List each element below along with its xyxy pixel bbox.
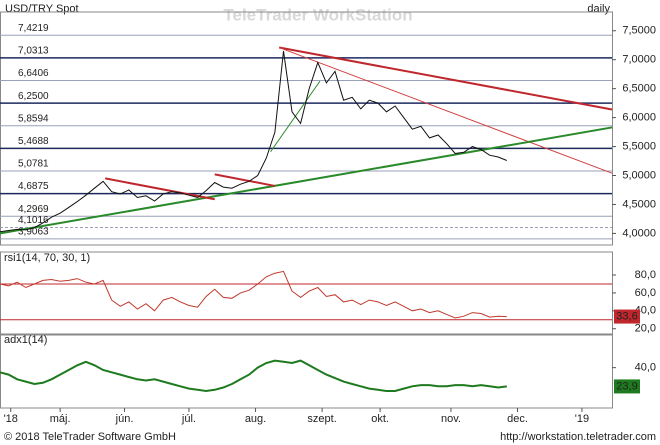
x-tick-label: júl.: [181, 413, 196, 425]
level-label: 5,8594: [18, 113, 49, 124]
x-tick-label: okt.: [371, 413, 389, 425]
y-tick-label: 7,0000: [622, 54, 656, 66]
level-label: 4,6875: [18, 181, 49, 192]
series-line: [0, 359, 507, 393]
y-tick-label: 5,0000: [622, 169, 656, 181]
copyright: © 2018 TeleTrader Software GmbH: [4, 431, 176, 443]
last-value-box: [614, 309, 640, 324]
y-tick-label: 7,5000: [622, 25, 656, 37]
last-value-label: 33,6: [616, 310, 637, 322]
y-tick-label: 4,0000: [622, 227, 656, 239]
level-label: 5,0781: [18, 159, 49, 170]
chart-title: USD/TRY Spot: [5, 3, 79, 15]
series-line: [0, 50, 507, 233]
trendline: [278, 47, 613, 174]
panel-frame: [0, 333, 613, 409]
level-label: 4,2969: [18, 204, 49, 215]
trendline: [214, 173, 276, 187]
y-tick-label: 60,0: [635, 287, 656, 299]
panel-frame: [0, 11, 613, 246]
x-tick-label: szept.: [307, 413, 336, 425]
y-tick-label: 5,5000: [622, 140, 656, 152]
x-tick-label: dec.: [507, 413, 528, 425]
y-tick-label: 20,0: [635, 323, 656, 335]
trendline: [0, 126, 613, 235]
y-tick-label: 4,5000: [622, 198, 656, 210]
level-label: 7,0313: [18, 46, 49, 57]
indicator-title: adx1(14): [4, 334, 47, 346]
x-tick-label: '18: [4, 413, 18, 425]
x-tick-label: jún.: [115, 413, 134, 425]
y-tick-label: 80,0: [635, 269, 656, 281]
x-tick-label: máj.: [50, 413, 71, 425]
last-value-box: [614, 379, 640, 394]
level-label: 6,6406: [18, 68, 49, 79]
timeframe: daily: [587, 3, 610, 15]
series-line: [0, 270, 507, 319]
level-label: 3,9063: [18, 226, 49, 237]
level-label: 6,2500: [18, 91, 49, 102]
x-tick-label: '19: [575, 413, 589, 425]
trendline: [105, 177, 215, 201]
url: http://workstation.teletrader.com: [500, 431, 656, 443]
trendline: [278, 46, 613, 111]
level-label: 5,4688: [18, 136, 49, 147]
level-label: 4,1016: [18, 215, 49, 226]
last-value-label: 23,9: [616, 380, 637, 392]
y-tick-label: 6,0000: [622, 112, 656, 124]
x-tick-label: nov.: [441, 413, 461, 425]
level-label: 7,4219: [18, 23, 49, 34]
panel-frame: [0, 251, 613, 336]
x-tick-label: aug.: [245, 413, 266, 425]
y-tick-label: 6,5000: [622, 83, 656, 95]
watermark: TeleTrader WorkStation: [223, 5, 412, 24]
y-tick-label: 40,0: [635, 362, 656, 374]
indicator-title: rsi1(14, 70, 30, 1): [4, 252, 90, 264]
